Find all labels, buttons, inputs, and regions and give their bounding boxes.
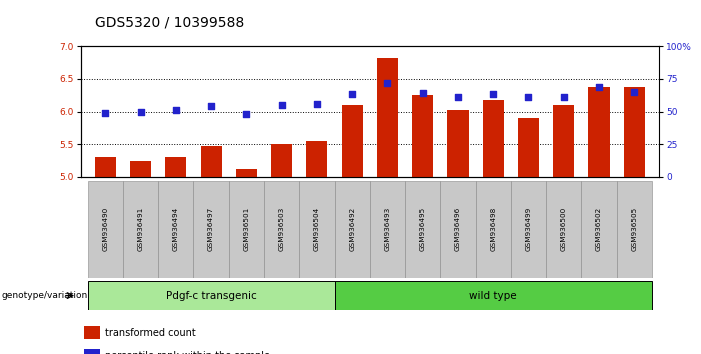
Text: GSM936500: GSM936500 (561, 207, 566, 251)
Bar (165, 157, 186, 177)
Text: GSM936503: GSM936503 (278, 207, 285, 251)
Bar (84, 326, 100, 339)
Text: genotype/variation: genotype/variation (1, 291, 88, 300)
Text: wild type: wild type (470, 291, 517, 301)
Text: percentile rank within the sample: percentile rank within the sample (105, 351, 270, 354)
Bar (88, 281, 334, 310)
Bar (370, 181, 405, 278)
Text: GSM936493: GSM936493 (384, 207, 390, 251)
Point (135, 109, 147, 114)
Text: GSM936505: GSM936505 (632, 207, 637, 251)
Bar (130, 161, 151, 177)
Bar (447, 110, 468, 177)
Point (205, 103, 217, 109)
Bar (236, 169, 257, 177)
Bar (518, 118, 539, 177)
Text: GSM936490: GSM936490 (102, 207, 108, 251)
Bar (546, 181, 581, 278)
Point (452, 94, 463, 100)
Point (170, 107, 182, 113)
Bar (84, 349, 100, 354)
Point (311, 101, 322, 107)
Text: GSM936498: GSM936498 (490, 207, 496, 251)
Bar (553, 105, 574, 177)
Point (629, 89, 640, 95)
Bar (624, 87, 645, 177)
Point (276, 102, 287, 108)
Bar (193, 181, 229, 278)
Bar (341, 105, 362, 177)
Text: GSM936504: GSM936504 (314, 207, 320, 251)
Point (382, 80, 393, 86)
Point (488, 92, 499, 97)
Bar (264, 181, 299, 278)
Text: Pdgf-c transgenic: Pdgf-c transgenic (165, 291, 257, 301)
Bar (405, 181, 440, 278)
Bar (334, 281, 652, 310)
Point (240, 111, 252, 117)
Text: transformed count: transformed count (105, 328, 196, 338)
Bar (440, 181, 475, 278)
Bar (617, 181, 652, 278)
Bar (412, 95, 433, 177)
Bar (334, 181, 370, 278)
Bar (377, 58, 398, 177)
Bar (200, 146, 222, 177)
Bar (306, 141, 327, 177)
Bar (588, 87, 610, 177)
Bar (581, 181, 617, 278)
Bar (511, 181, 546, 278)
Text: GSM936502: GSM936502 (596, 207, 602, 251)
Text: GSM936495: GSM936495 (420, 207, 426, 251)
Bar (482, 100, 504, 177)
Text: GSM936497: GSM936497 (208, 207, 214, 251)
Bar (475, 181, 511, 278)
Text: GSM936496: GSM936496 (455, 207, 461, 251)
Bar (158, 181, 193, 278)
Text: GSM936499: GSM936499 (526, 207, 531, 251)
Text: GDS5320 / 10399588: GDS5320 / 10399588 (95, 16, 244, 30)
Point (523, 94, 534, 100)
Point (100, 110, 111, 116)
Text: GSM936501: GSM936501 (243, 207, 250, 251)
Bar (95, 157, 116, 177)
Bar (123, 181, 158, 278)
Bar (299, 181, 334, 278)
Point (346, 91, 358, 97)
Point (593, 84, 604, 90)
Text: GSM936491: GSM936491 (137, 207, 144, 251)
Text: GSM936492: GSM936492 (349, 207, 355, 251)
Text: GSM936494: GSM936494 (173, 207, 179, 251)
Point (558, 94, 569, 100)
Bar (271, 144, 292, 177)
Bar (88, 181, 123, 278)
Bar (229, 181, 264, 278)
Point (417, 90, 428, 96)
